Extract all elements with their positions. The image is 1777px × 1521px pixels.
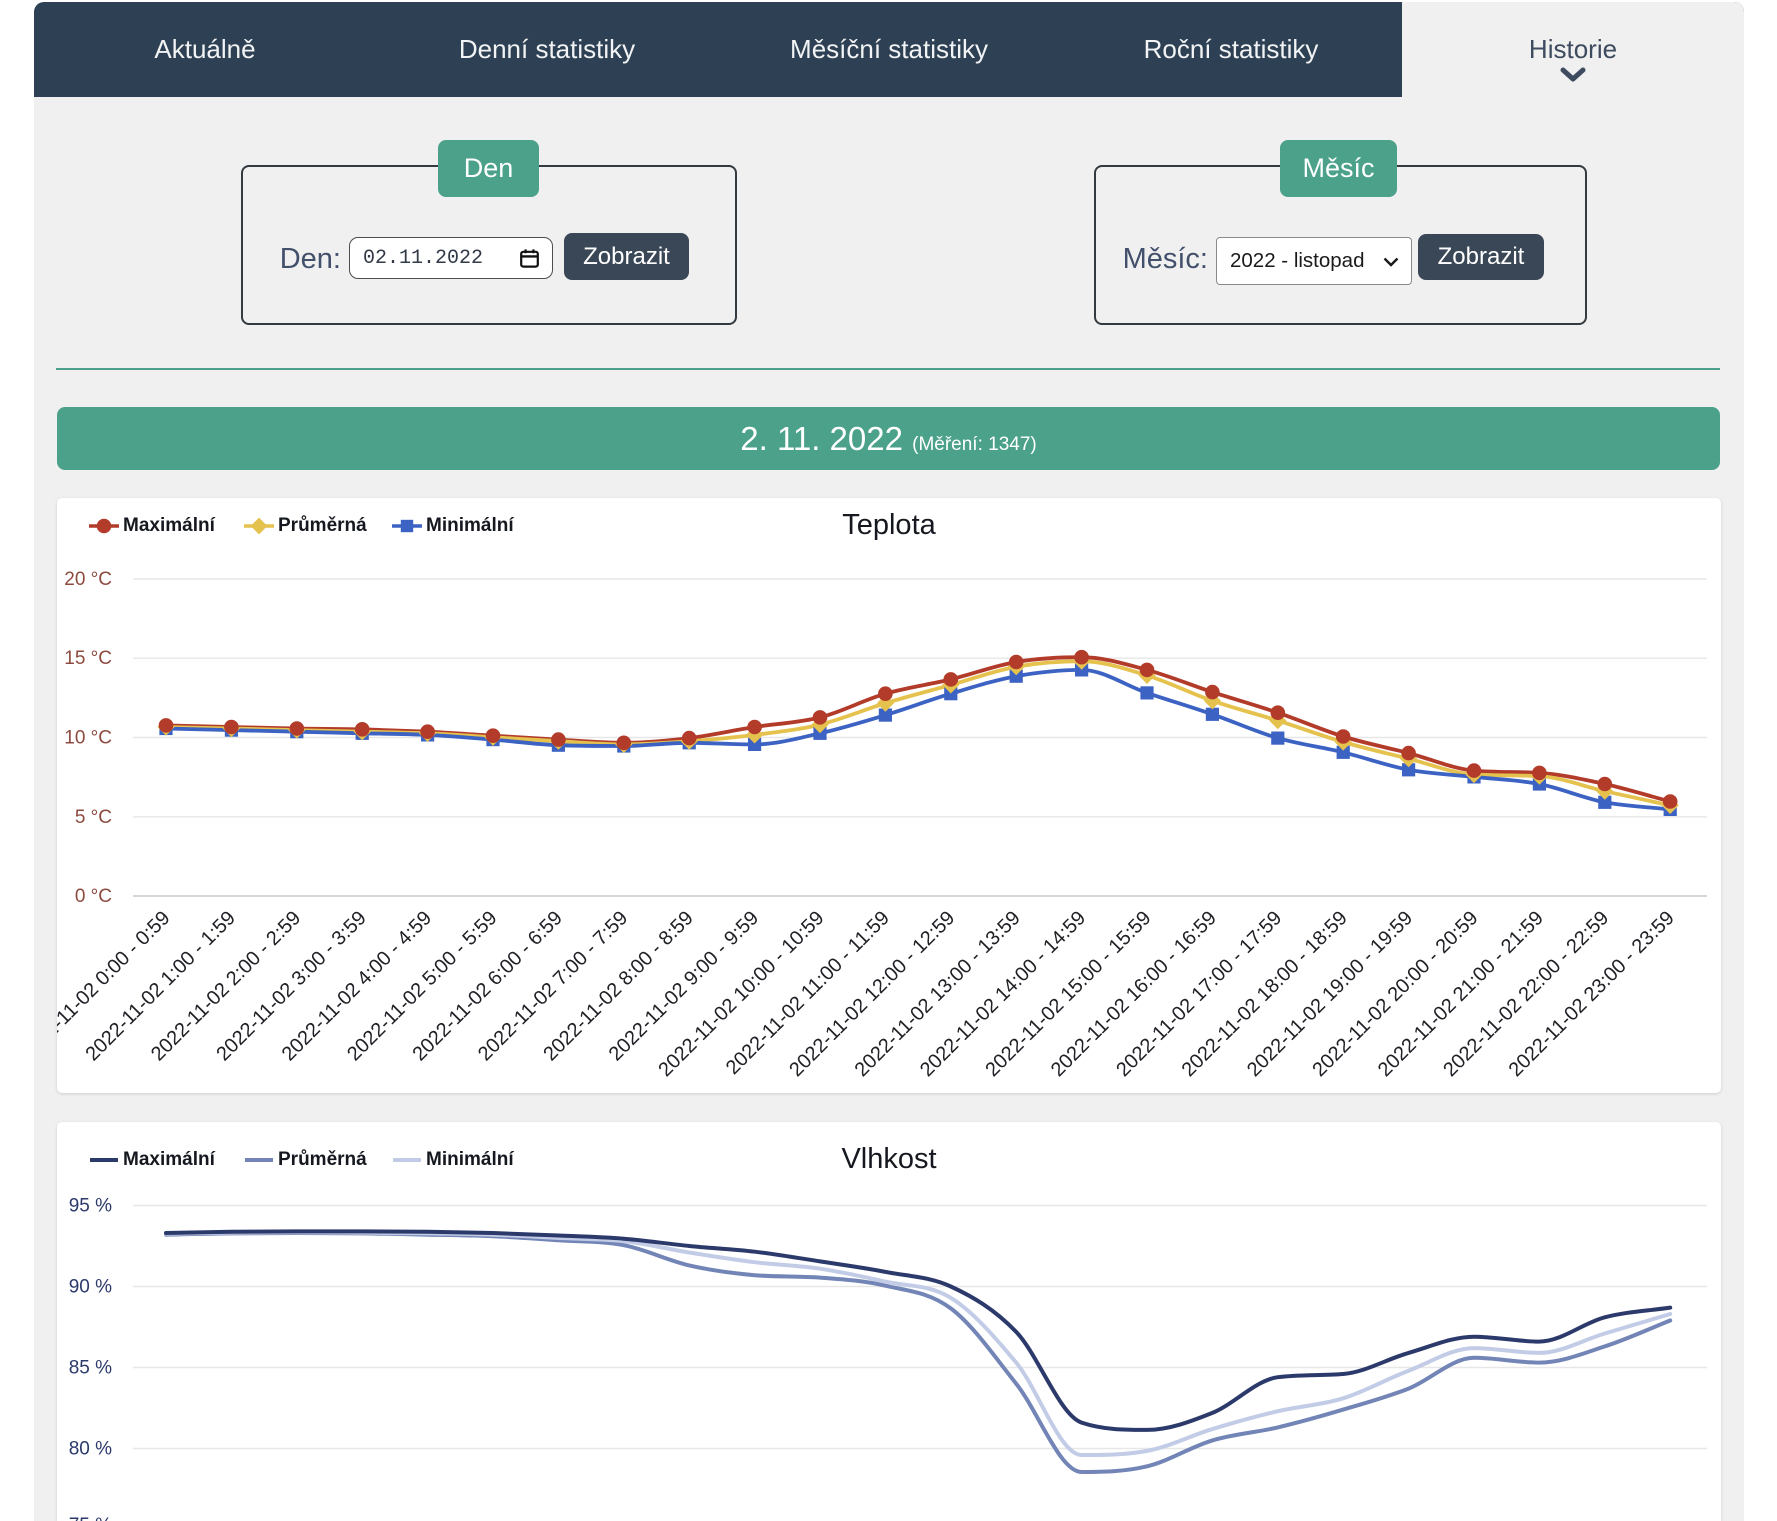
svg-text:85 %: 85 %	[69, 1358, 112, 1379]
svg-text:15 °C: 15 °C	[64, 648, 112, 669]
svg-text:75 %: 75 %	[69, 1515, 112, 1521]
svg-text:10 °C: 10 °C	[64, 728, 112, 749]
svg-text:95 %: 95 %	[69, 1196, 112, 1217]
svg-text:0 °C: 0 °C	[75, 886, 112, 907]
svg-text:20 °C: 20 °C	[64, 569, 112, 590]
svg-text:5 °C: 5 °C	[75, 807, 112, 828]
svg-text:80 %: 80 %	[69, 1439, 112, 1460]
svg-text:90 %: 90 %	[69, 1277, 112, 1298]
